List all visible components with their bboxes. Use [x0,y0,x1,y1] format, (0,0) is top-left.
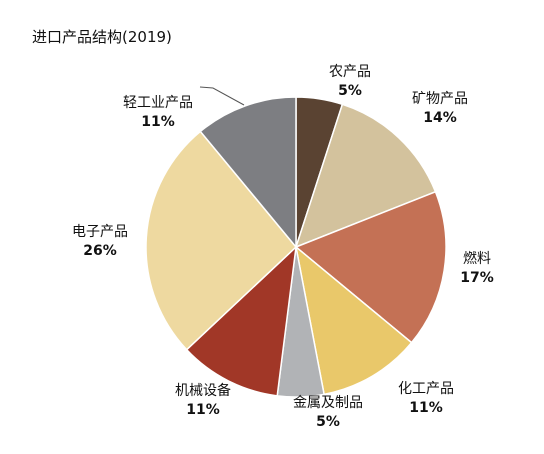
slice-category-label: 轻工业产品 [123,95,193,111]
slice-category-label: 电子产品 [72,224,128,240]
slice-value-label: 11% [409,400,443,416]
slice-category-label: 化工产品 [398,381,454,397]
pie-slice [145,130,298,351]
pie-slices [145,96,447,398]
slice-value-label: 14% [423,110,457,126]
slice-value-label: 17% [460,270,494,286]
slice-value-label: 5% [338,83,362,99]
slice-value-label: 11% [186,402,220,418]
slice-category-label: 矿物产品 [412,91,468,107]
pie-slice [294,103,437,249]
slice-category-label: 金属及制品 [293,395,363,411]
leader-line [199,86,245,106]
slice-category-label: 农产品 [329,64,371,80]
chart-title: 进口产品结构(2019) [32,28,172,46]
slice-labels: 农产品 5% 矿物产品 14% 燃料 17% 化工产品 11% 金属及制品 5% 机械设备 11% 电子… [72,64,494,430]
pie-slice [199,96,297,250]
slice-category-label: 燃料 [463,250,491,267]
slice-value-label: 26% [83,243,117,259]
pie-slice [294,190,447,344]
slice-category-label: 机械设备 [175,382,231,399]
slice-value-label: 5% [316,414,340,430]
pie-slice [185,245,298,397]
pie-slice [294,245,413,396]
slice-value-label: 11% [141,114,175,130]
leader-lines [199,86,245,106]
